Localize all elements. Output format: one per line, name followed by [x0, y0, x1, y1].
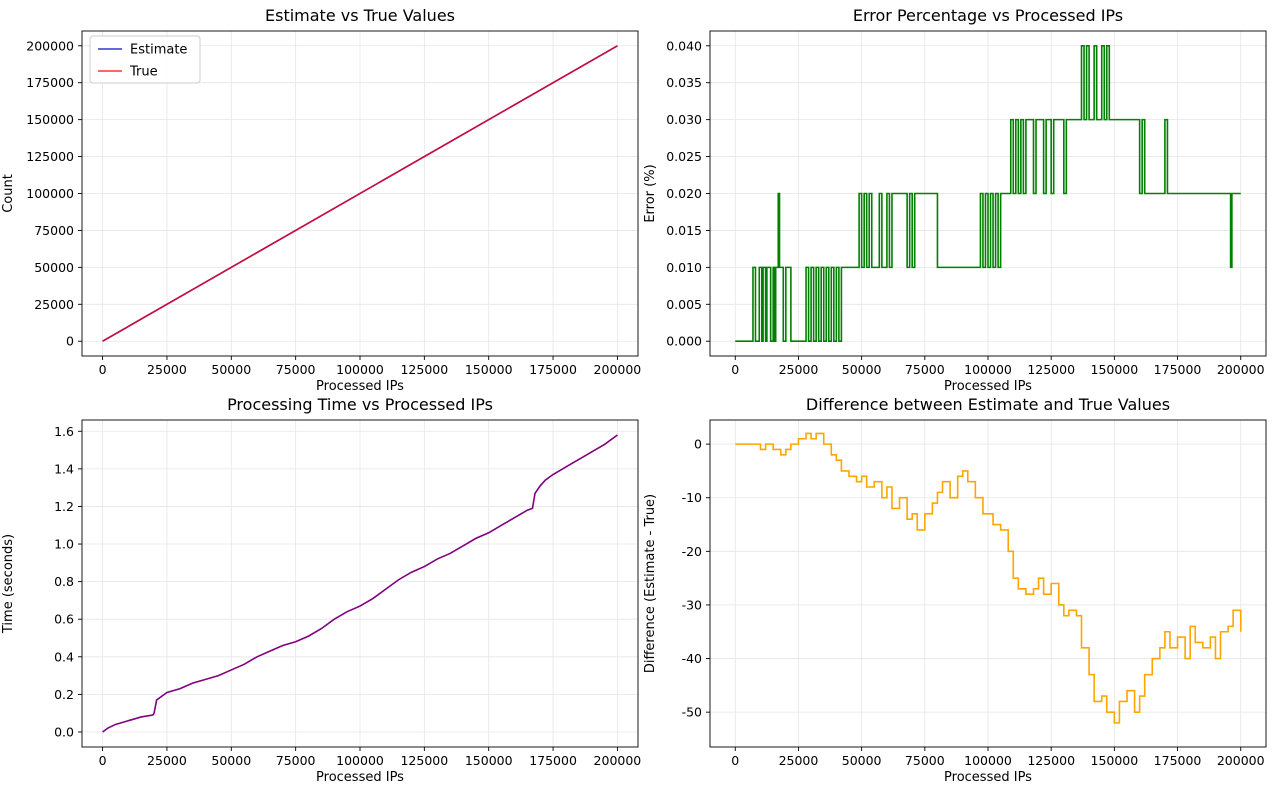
- y-tick-label: -40: [682, 651, 702, 666]
- series-line: [735, 432, 1242, 724]
- y-tick-label: 0.035: [666, 75, 702, 90]
- y-tick-label: 100000: [26, 186, 74, 201]
- x-tick-label: 175000: [1154, 362, 1202, 377]
- x-tick-label: 150000: [1091, 753, 1139, 768]
- y-axis-label: Difference (Estimate - True): [643, 494, 658, 673]
- y-tick-label: 150000: [26, 112, 74, 127]
- y-tick-label: 0.020: [666, 186, 702, 201]
- x-tick-label: 125000: [400, 753, 448, 768]
- plot-title: Processing Time vs Processed IPs: [227, 395, 493, 414]
- y-axis-label: Count: [1, 174, 16, 213]
- subplot-grid: 0 25000 50000 75000 100000 125000 150000 175000…: [1, 6, 1267, 785]
- y-tick-label: 0.015: [666, 223, 702, 238]
- subplot-4: 0 25000 50000 75000 100000 125000 150000 175000…: [643, 395, 1267, 785]
- x-axis-label: Processed IPs: [316, 770, 404, 785]
- subplot-1: 0 25000 50000 75000 100000 125000 150000 175000…: [1, 6, 641, 394]
- y-tick-label: 1.6: [54, 424, 74, 439]
- y-tick-label: 25000: [34, 297, 74, 312]
- y-tick-label: 0.005: [666, 297, 702, 312]
- x-tick-label: 75000: [276, 753, 316, 768]
- x-tick-label: 75000: [905, 753, 945, 768]
- x-tick-label: 175000: [529, 753, 577, 768]
- y-tick-label: 1.0: [54, 537, 74, 552]
- y-axis-label: Time (seconds): [1, 534, 16, 634]
- y-tick-label: 0.000: [666, 334, 702, 349]
- legend-label-true: True: [129, 65, 158, 80]
- x-tick-label: 25000: [779, 362, 819, 377]
- x-tick-label: 25000: [147, 362, 187, 377]
- y-tick-label: 75000: [34, 223, 74, 238]
- y-tick-label: 0.030: [666, 112, 702, 127]
- series-line: [102, 434, 618, 733]
- y-tick-label: -10: [682, 490, 702, 505]
- y-tick-label: 1.2: [54, 499, 74, 514]
- y-tick-label: 0.6: [54, 612, 74, 627]
- x-tick-label: 25000: [779, 753, 819, 768]
- subplot-2: 0 25000 50000 75000 100000 125000 150000 175000…: [643, 6, 1267, 394]
- x-tick-label: 200000: [594, 753, 642, 768]
- x-tick-label: 0: [99, 362, 107, 377]
- y-tick-label: 0.040: [666, 38, 702, 53]
- plot-title: Estimate vs True Values: [265, 6, 455, 25]
- y-tick-label: 0: [66, 334, 74, 349]
- subplot-3: 0 25000 50000 75000 100000 125000 150000 175000…: [1, 395, 641, 785]
- x-tick-label: 100000: [336, 753, 384, 768]
- x-tick-label: 150000: [1091, 362, 1139, 377]
- y-tick-label: -20: [682, 544, 702, 559]
- x-tick-label: 50000: [211, 753, 251, 768]
- y-tick-label: 125000: [26, 149, 74, 164]
- y-tick-label: 0.0: [54, 724, 74, 739]
- y-tick-label: 0.8: [54, 574, 74, 589]
- plot-title: Difference between Estimate and True Val…: [806, 395, 1170, 414]
- x-tick-label: 0: [99, 753, 107, 768]
- x-tick-label: 200000: [594, 362, 642, 377]
- x-tick-label: 125000: [1027, 362, 1075, 377]
- y-axis-label: Error (%): [643, 164, 658, 222]
- x-tick-label: 125000: [1027, 753, 1075, 768]
- x-tick-label: 200000: [1217, 753, 1265, 768]
- y-tick-label: 0.025: [666, 149, 702, 164]
- y-tick-label: 175000: [26, 75, 74, 90]
- x-tick-label: 0: [731, 362, 739, 377]
- x-tick-label: 75000: [276, 362, 316, 377]
- x-tick-label: 50000: [842, 753, 882, 768]
- legend: Estimate True: [89, 35, 201, 84]
- x-tick-label: 150000: [465, 362, 513, 377]
- plot-title: Error Percentage vs Processed IPs: [853, 6, 1123, 25]
- x-tick-label: 175000: [529, 362, 577, 377]
- x-axis-label: Processed IPs: [944, 770, 1032, 785]
- y-tick-label: 0: [694, 437, 702, 452]
- x-tick-label: 75000: [905, 362, 945, 377]
- y-tick-label: 0.4: [54, 649, 74, 664]
- series-line-true: [102, 45, 618, 342]
- x-tick-label: 50000: [211, 362, 251, 377]
- y-tick-label: 0.010: [666, 260, 702, 275]
- legend-label-estimate: Estimate: [130, 43, 187, 58]
- x-axis-label: Processed IPs: [944, 379, 1032, 394]
- x-tick-label: 25000: [147, 753, 187, 768]
- x-tick-label: 100000: [964, 753, 1012, 768]
- x-tick-label: 175000: [1154, 753, 1202, 768]
- y-tick-label: -30: [682, 597, 702, 612]
- y-tick-label: -50: [682, 705, 702, 720]
- y-tick-label: 50000: [34, 260, 74, 275]
- series-line: [735, 44, 1241, 343]
- x-tick-label: 100000: [336, 362, 384, 377]
- x-tick-label: 0: [731, 753, 739, 768]
- y-tick-label: 1.4: [54, 461, 74, 476]
- x-tick-label: 125000: [400, 362, 448, 377]
- x-tick-label: 150000: [465, 753, 513, 768]
- x-tick-label: 50000: [842, 362, 882, 377]
- y-tick-label: 200000: [26, 38, 74, 53]
- x-tick-label: 200000: [1217, 362, 1265, 377]
- x-axis-label: Processed IPs: [316, 379, 404, 394]
- y-tick-label: 0.2: [54, 687, 74, 702]
- x-tick-label: 100000: [964, 362, 1012, 377]
